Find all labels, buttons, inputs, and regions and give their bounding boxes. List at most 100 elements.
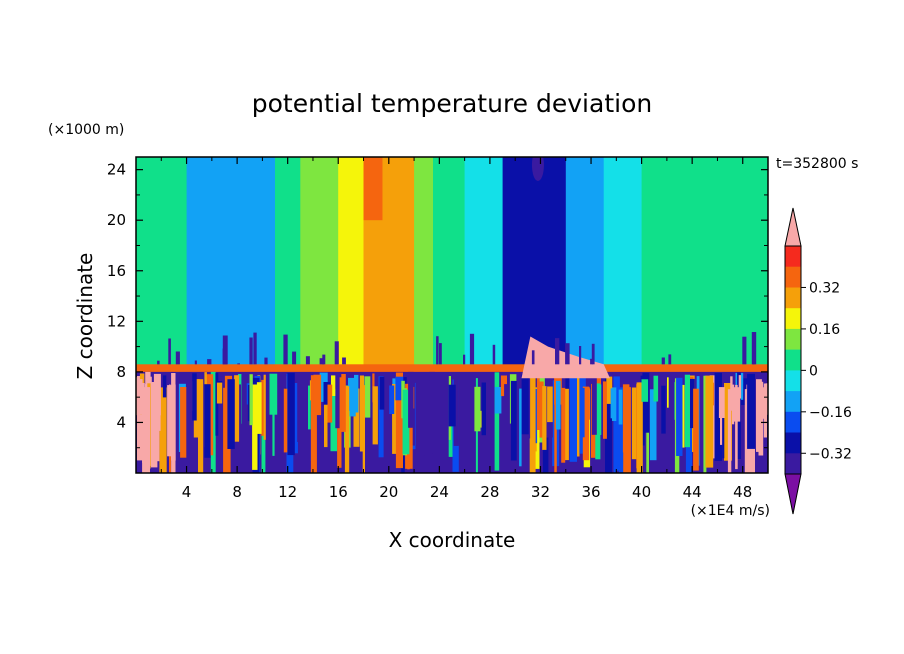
plot-frame <box>135 156 769 474</box>
wisp <box>661 357 665 365</box>
lower-streak <box>684 374 690 448</box>
lower-streak <box>613 376 620 471</box>
lower-streak <box>453 374 459 446</box>
lower-streak <box>244 385 247 456</box>
lower-streak <box>481 382 486 436</box>
lower-streak <box>714 372 722 461</box>
lower-streak <box>661 385 666 434</box>
wisp <box>590 358 593 365</box>
lower-streak <box>349 387 356 417</box>
colorbar-swatch <box>785 411 801 433</box>
x-tick-label: 16 <box>329 483 348 501</box>
lower-streak <box>359 375 364 452</box>
wisp <box>751 332 757 365</box>
lower-streak <box>297 378 303 442</box>
wisp <box>222 348 228 365</box>
lower-streak <box>606 376 613 404</box>
lower-streak <box>494 387 502 414</box>
lower-streak <box>324 382 328 448</box>
warm-core <box>363 157 383 221</box>
lower-streak <box>758 381 764 456</box>
wisp <box>305 356 310 365</box>
wisp <box>334 341 339 365</box>
lower-streak <box>152 383 160 462</box>
lower-streak <box>623 387 631 473</box>
wisp <box>264 357 268 365</box>
wisp <box>283 334 288 365</box>
lower-streak <box>171 373 176 473</box>
colorbar-swatch <box>785 308 801 330</box>
x-tick-label: 4 <box>182 483 192 501</box>
lower-streak <box>210 371 216 473</box>
lower-streak <box>331 375 336 396</box>
wisp <box>752 357 755 365</box>
lower-streak <box>529 372 536 473</box>
wisp <box>175 351 180 365</box>
lower-streak <box>489 379 493 459</box>
colorbar-bottom-arrow <box>784 473 802 515</box>
lower-streak <box>395 376 404 401</box>
upper-column-7 <box>388 157 415 372</box>
lower-streak <box>521 374 529 435</box>
lower-streak <box>283 388 288 453</box>
lower-streak <box>216 382 223 404</box>
lower-streak <box>554 382 557 473</box>
colorbar-label: −0.32 <box>809 446 852 462</box>
lower-streak <box>613 386 616 473</box>
x-axis: 4 8 12 16 20 24 28 32 36 40 44 48 <box>160 157 752 501</box>
lower-streak <box>344 386 350 473</box>
lower-streak <box>287 372 295 456</box>
wisp <box>207 359 212 365</box>
wisp <box>168 338 171 365</box>
time-label: t=352800 s <box>776 156 858 172</box>
lower-streak <box>494 372 500 471</box>
lower-streak <box>389 385 395 414</box>
lower-streak <box>323 382 331 405</box>
y-unit-label: (×1000 m) <box>48 122 124 138</box>
upper-column-12 <box>565 157 605 372</box>
x-tick-label: 8 <box>232 483 242 501</box>
lower-streak <box>561 387 566 463</box>
y-tick-label: 8 <box>116 363 126 381</box>
lower-streak <box>429 371 435 432</box>
lower-streak <box>510 380 517 461</box>
lower-streak <box>448 384 456 427</box>
lower-streak <box>234 375 240 442</box>
lower-streak <box>192 373 197 421</box>
lower-streak <box>603 381 607 439</box>
wisp <box>342 357 346 365</box>
lower-streak <box>649 389 657 461</box>
x-tick-label: 28 <box>480 483 499 501</box>
lower-streak <box>378 376 384 458</box>
lower-streak <box>364 376 371 418</box>
colorbar-swatch <box>785 349 801 371</box>
lower-streak <box>562 388 569 461</box>
y-axis: 4 8 12 16 20 24 <box>107 161 768 449</box>
lower-streak <box>379 376 385 410</box>
lower-streak <box>180 387 187 458</box>
lower-streak <box>516 373 520 418</box>
lower-streak <box>204 384 211 458</box>
lower-streak <box>504 384 509 444</box>
contour-field <box>136 157 768 473</box>
lower-streak <box>294 383 298 454</box>
lower-streak <box>418 383 422 446</box>
lower-streak <box>256 382 262 434</box>
wisp <box>157 360 160 365</box>
lower-streak <box>249 374 253 426</box>
colorbar-label: 0 <box>809 363 818 379</box>
lower-streak <box>252 384 258 470</box>
wisp <box>565 343 570 365</box>
lower-streak <box>569 375 577 462</box>
cold-core-center <box>531 157 544 181</box>
x-tick-label: 36 <box>581 483 600 501</box>
y-tick-label: 12 <box>107 312 126 330</box>
chart-title: potential temperature deviation <box>252 89 652 118</box>
upper-column-0 <box>136 157 162 372</box>
lower-streak <box>547 386 553 423</box>
lower-streak <box>137 376 143 461</box>
colorbar-swatch <box>785 370 801 392</box>
lower-streak <box>395 372 403 469</box>
wisp <box>668 354 672 365</box>
